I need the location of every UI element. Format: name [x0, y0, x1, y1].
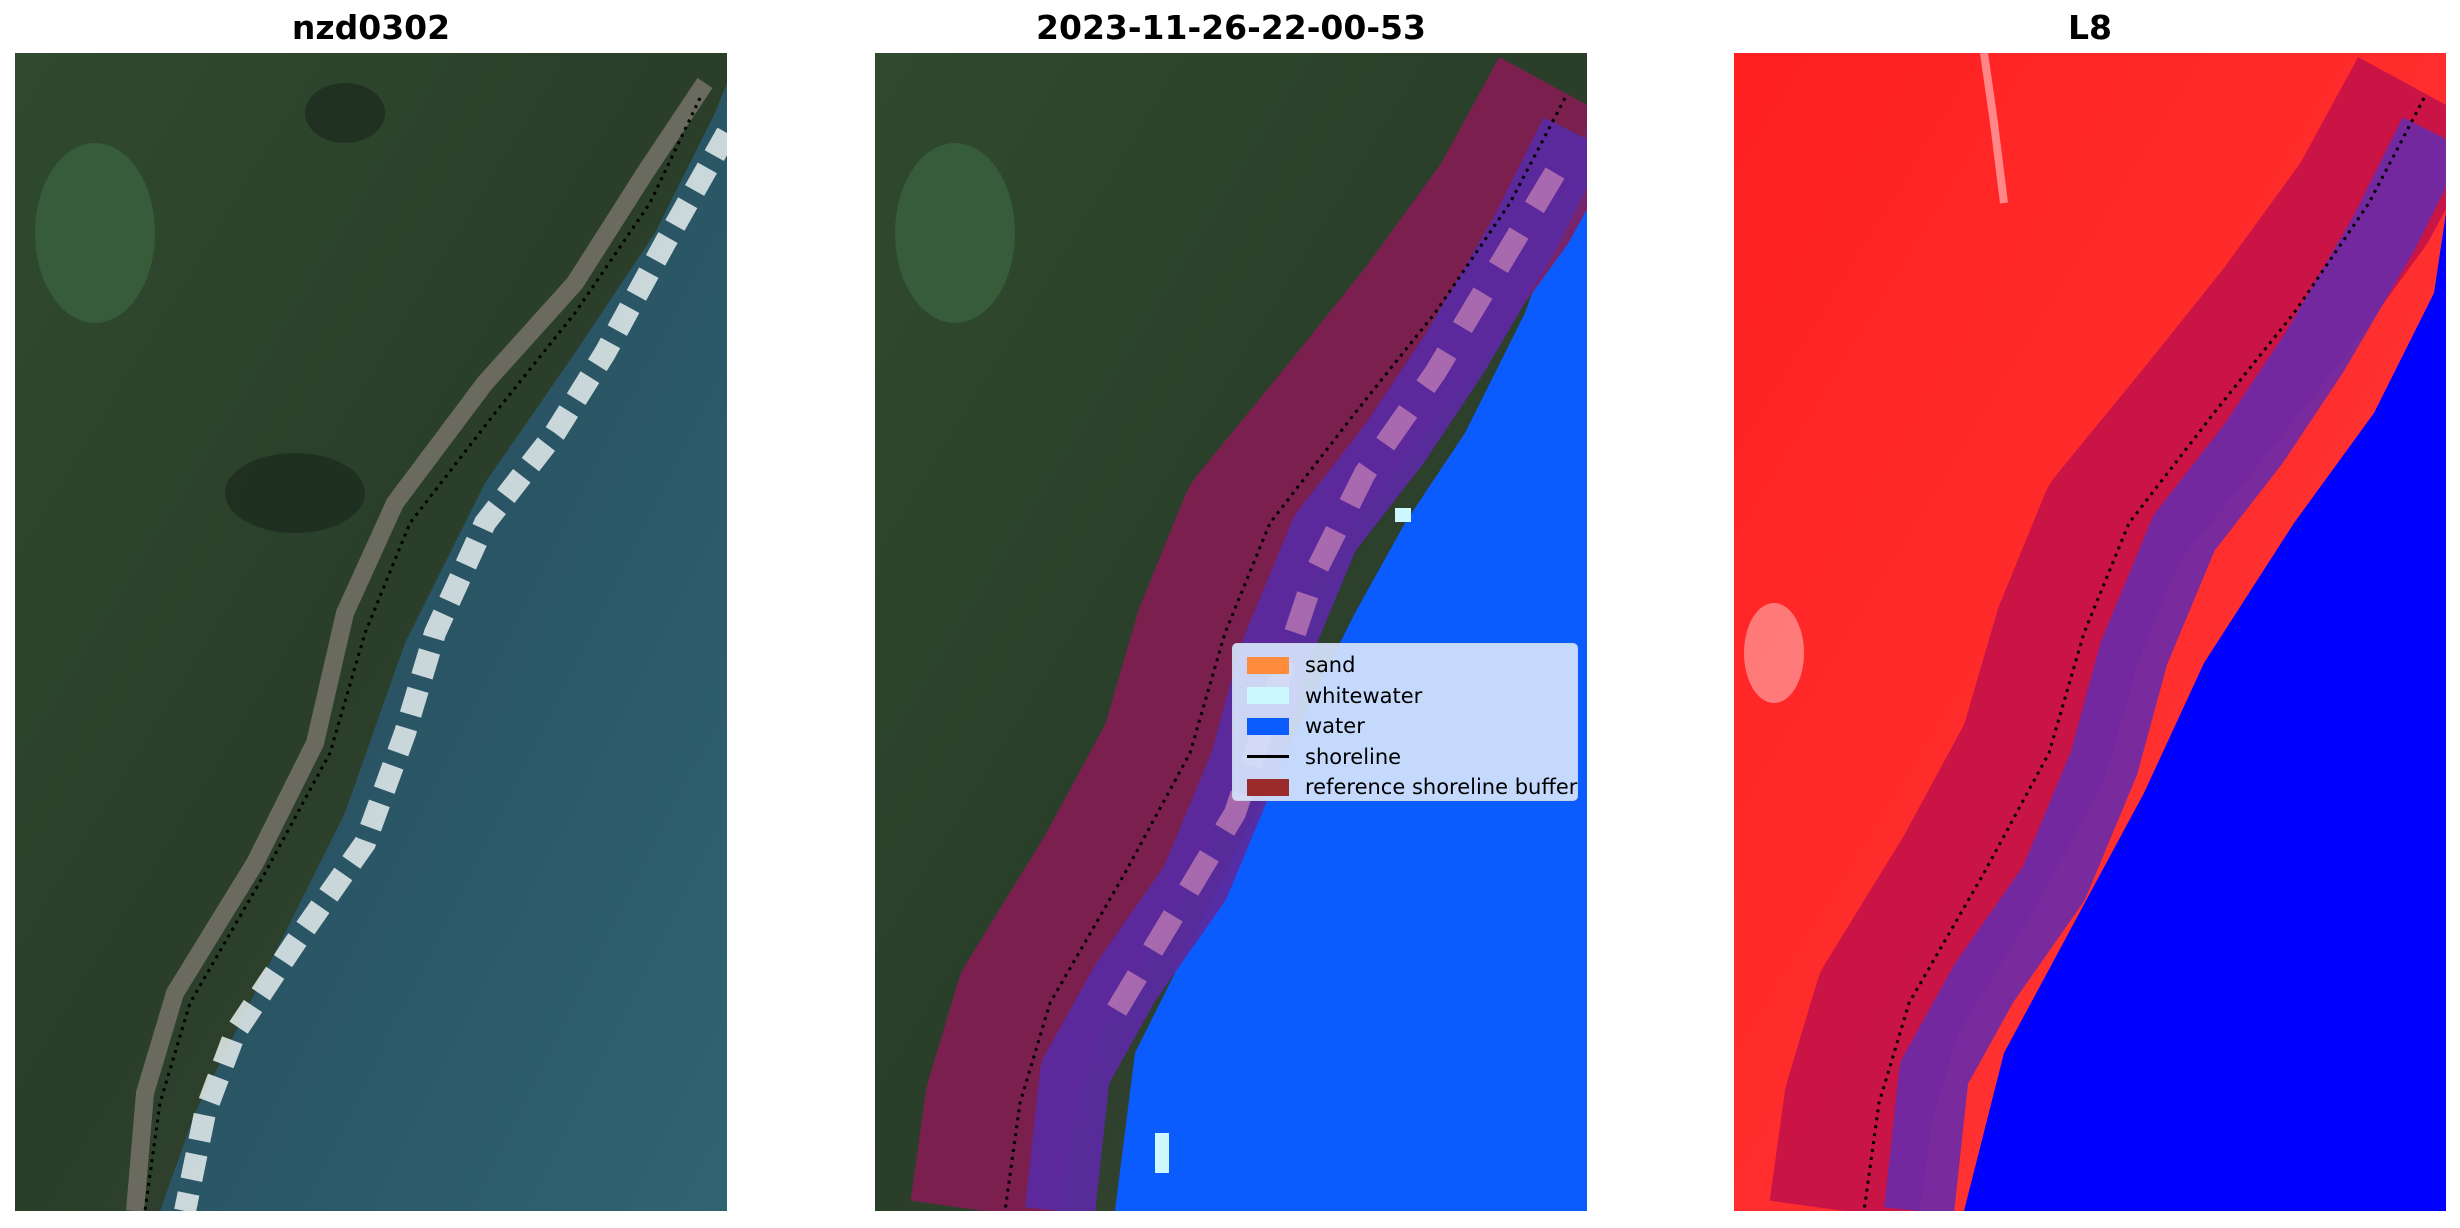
l8-index-image — [1734, 53, 2446, 1211]
pasture-patch — [35, 143, 155, 323]
legend-item-whitewater: whitewater — [1239, 681, 1577, 712]
reference-shoreline-buffer — [910, 57, 1587, 1211]
whitewater-class — [1155, 1133, 1169, 1173]
bright-stream — [1980, 53, 2008, 204]
legend-label: water — [1305, 714, 1365, 739]
beach-strip — [126, 78, 713, 1211]
classified-image — [875, 53, 1587, 1211]
legend-label: reference shoreline buffer — [1305, 775, 1578, 800]
legend-label: shoreline — [1305, 744, 1402, 769]
legend-label: whitewater — [1305, 683, 1423, 708]
legend-label: sand — [1305, 653, 1356, 678]
panel-title-classified: 2023-11-26-22-00-53 — [1036, 8, 1426, 47]
sea-area — [160, 83, 727, 1211]
legend-line-shoreline — [1247, 755, 1289, 759]
dark-valley — [305, 83, 385, 143]
water-class — [1115, 53, 1587, 1211]
legend-swatch-sand — [1247, 656, 1289, 674]
shoreline — [143, 97, 702, 1211]
legend-swatch-buffer — [1247, 778, 1289, 796]
bright-patch — [1744, 603, 1804, 703]
legend-swatch-water — [1247, 717, 1289, 735]
panel-title-rgb: nzd0302 — [291, 8, 451, 47]
dark-valley — [225, 453, 365, 533]
pasture-patch — [895, 143, 1015, 323]
legend-item-shoreline: shoreline — [1239, 742, 1577, 773]
legend-item-buffer: reference shoreline buffer — [1239, 772, 1577, 803]
panel-title-index: L8 — [2068, 8, 2112, 47]
reference-shoreline-buffer — [1769, 57, 2446, 1211]
legend-swatch-whitewater — [1247, 687, 1289, 705]
whitewater-class — [1395, 508, 1411, 522]
legend: sand whitewater water shoreline referenc… — [1232, 643, 1578, 801]
water-index — [1964, 213, 2446, 1211]
surf-zone — [174, 127, 727, 1211]
legend-item-water: water — [1239, 711, 1577, 742]
sand-pink-patches — [1105, 167, 1565, 1019]
legend-item-sand: sand — [1239, 650, 1577, 681]
classification-overlay — [1884, 117, 2446, 1211]
rgb-satellite-image — [15, 53, 727, 1211]
